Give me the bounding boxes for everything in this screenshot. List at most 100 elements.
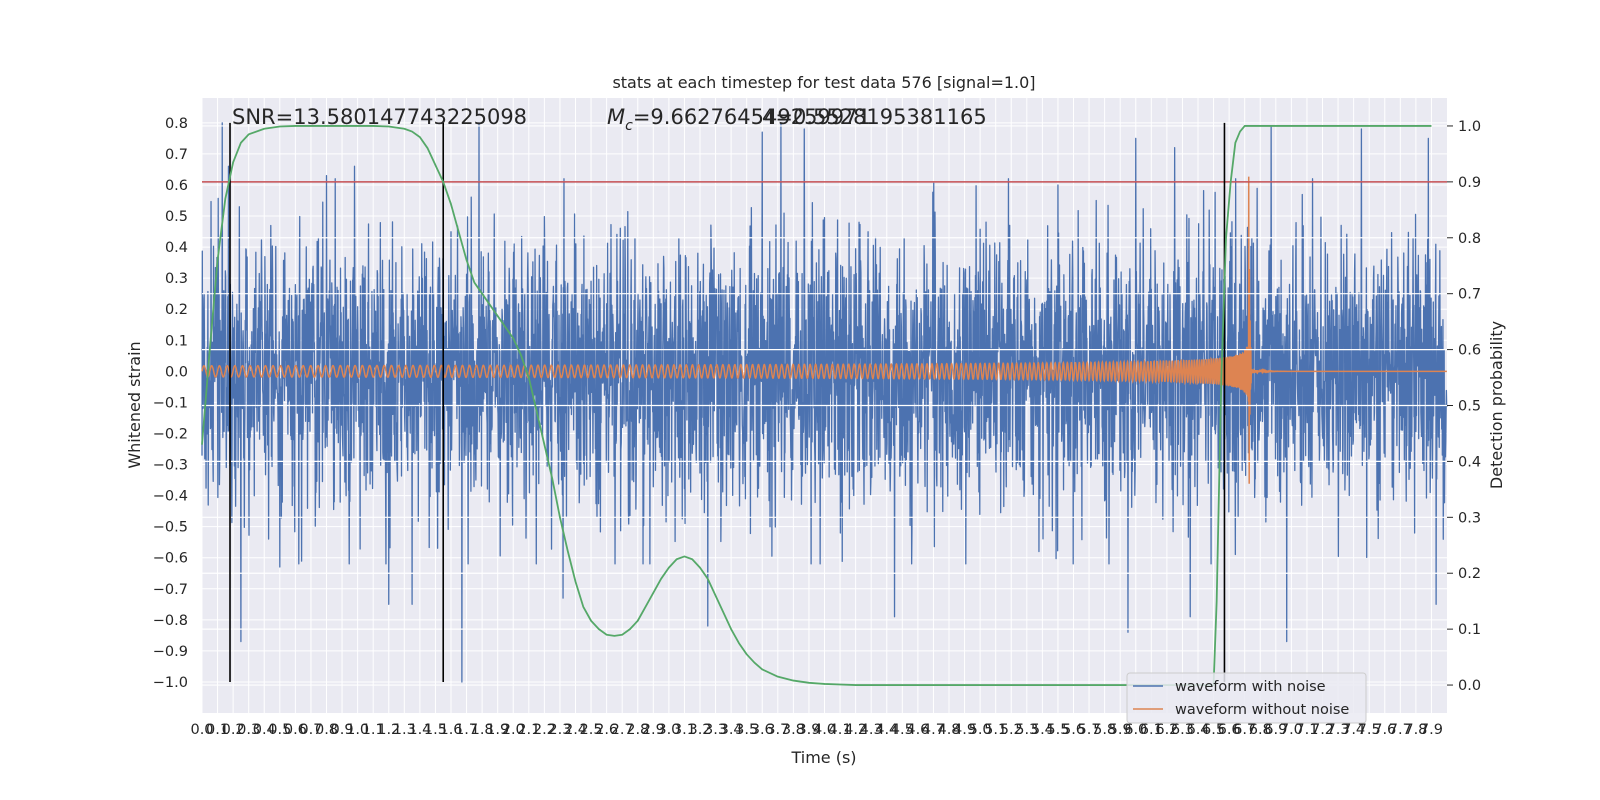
x-tick-label: 7.1 [1295,722,1318,738]
x-tick-label: 5.5 [1046,722,1069,738]
y-tick-label-left: −0.8 [153,613,188,629]
x-tick-label: 3.4 [720,722,743,738]
x-tick-label: 1.3 [393,722,416,738]
x-tick-label: 3.2 [688,722,711,738]
y-tick-label-left: −0.6 [153,551,188,567]
y-tick-label-left: −1.0 [153,675,188,691]
x-tick-label: 6.2 [1155,722,1178,738]
x-tick-label: 1.6 [439,722,462,738]
x-tick-label: 4.2 [844,722,867,738]
legend: waveform with noise waveform without noi… [1126,672,1367,724]
x-tick-label: 5.2 [1000,722,1023,738]
series-line-waveform-with-noise [201,122,1448,683]
x-tick-label: 4.1 [829,722,852,738]
y-tick-label-left: 0.7 [165,147,188,163]
x-tick-label: 2.9 [642,722,665,738]
x-tick-label: 5.7 [1078,722,1101,738]
x-tick-label: 7.0 [1280,722,1303,738]
x-tick-label: 1.8 [471,722,494,738]
y-tick-label-right: 0.2 [1458,566,1481,582]
x-tick-label: 4.9 [953,722,976,738]
x-tick-label: 2.3 [548,722,571,738]
x-tick-label: 6.5 [1202,722,1225,738]
y-tick-label-left: 0.6 [165,178,188,194]
x-tick-label: 0.8 [315,722,338,738]
x-tick-label: 3.3 [704,722,727,738]
x-tick-label: 3.0 [657,722,680,738]
x-tick-label: 6.0 [1124,722,1147,738]
x-tick-label: 6.9 [1264,722,1287,738]
y-tick-label-left: −0.7 [153,582,188,598]
x-tick-label: 2.5 [580,722,603,738]
x-tick-label: 0.6 [284,722,307,738]
x-tick-label: 5.8 [1093,722,1116,738]
y-tick-label-left: 0.3 [165,271,188,287]
x-tick-label: 0.5 [268,722,291,738]
y-axis-label-right: Detection probability [1487,321,1506,489]
chirp-mass-symbol: M [607,105,625,129]
chart-title: stats at each timestep for test data 576… [612,73,1035,92]
legend-label-noise: waveform with noise [1175,679,1326,695]
axis-ticks: 0.00.10.20.30.40.50.60.70.80.91.01.11.21… [153,116,1481,738]
x-tick-label: 7.9 [1420,722,1443,738]
x-tick-label: 6.4 [1186,722,1209,738]
x-tick-label: 6.3 [1171,722,1194,738]
x-tick-label: 7.6 [1373,722,1396,738]
x-tick-label: 6.8 [1249,722,1272,738]
y-tick-label-left: −0.1 [153,395,188,411]
y-tick-label-right: 0.8 [1458,231,1481,247]
x-tick-label: 5.6 [1062,722,1085,738]
y-tick-label-right: 0.6 [1458,343,1481,359]
chirp-mass-value: =9.662764549259971 [633,105,871,129]
legend-label-clean: waveform without noise [1175,702,1349,718]
x-tick-label: 3.5 [735,722,758,738]
x-tick-label: 0.4 [253,722,276,738]
x-tick-label: 5.3 [1015,722,1038,738]
x-tick-label: 6.1 [1140,722,1163,738]
x-tick-label: 3.1 [673,722,696,738]
y-tick-label-right: 0.5 [1458,399,1481,415]
y-tick-label-left: −0.4 [153,489,188,505]
y-tick-label-left: 0.8 [165,116,188,132]
x-tick-label: 7.4 [1342,722,1365,738]
y-tick-label-left: −0.2 [153,426,188,442]
legend-box [1126,672,1367,724]
y-tick-label-left: −0.3 [153,458,188,474]
y-tick-label-right: 0.4 [1458,454,1481,470]
y-tick-label-left: 0.0 [165,364,188,380]
x-tick-label: 0.9 [331,722,354,738]
x-tick-label: 1.1 [362,722,385,738]
x-tick-label: 7.8 [1404,722,1427,738]
x-tick-label: 2.4 [564,722,587,738]
x-tick-label: 4.0 [813,722,836,738]
series-line-detection-probability [201,125,1432,686]
x-tick-label: 2.8 [626,722,649,738]
x-tick-label: 7.7 [1389,722,1412,738]
x-tick-label: 2.7 [611,722,634,738]
y-tick-label-right: 0.1 [1458,622,1481,638]
x-tick-label: 1.4 [408,722,431,738]
x-tick-label: 2.0 [502,722,525,738]
y-tick-label-right: 0.0 [1458,678,1481,694]
x-tick-label: 5.1 [984,722,1007,738]
x-tick-label: 5.9 [1109,722,1132,738]
y-tick-label-left: 0.1 [165,333,188,349]
x-tick-label: 1.5 [424,722,447,738]
x-tick-label: 0.3 [237,722,260,738]
x-tick-label: 7.2 [1311,722,1334,738]
y-tick-label-right: 1.0 [1458,119,1481,135]
x-tick-label: 4.8 [937,722,960,738]
x-tick-label: 3.6 [751,722,774,738]
x-tick-label: 5.0 [969,722,992,738]
y-axis-label-left: Whitened strain [125,341,144,468]
x-tick-label: 0.7 [299,722,322,738]
chirp-mass-subscript: c [625,118,633,134]
x-axis-label: Time (s) [790,748,856,767]
y-tick-label-right: 0.9 [1458,175,1481,191]
x-tick-label: 2.1 [517,722,540,738]
x-tick-label: 1.7 [455,722,478,738]
x-tick-label: 1.0 [346,722,369,738]
x-tick-label: 7.5 [1358,722,1381,738]
y-tick-label-left: 0.4 [165,240,188,256]
x-tick-label: 4.6 [906,722,929,738]
